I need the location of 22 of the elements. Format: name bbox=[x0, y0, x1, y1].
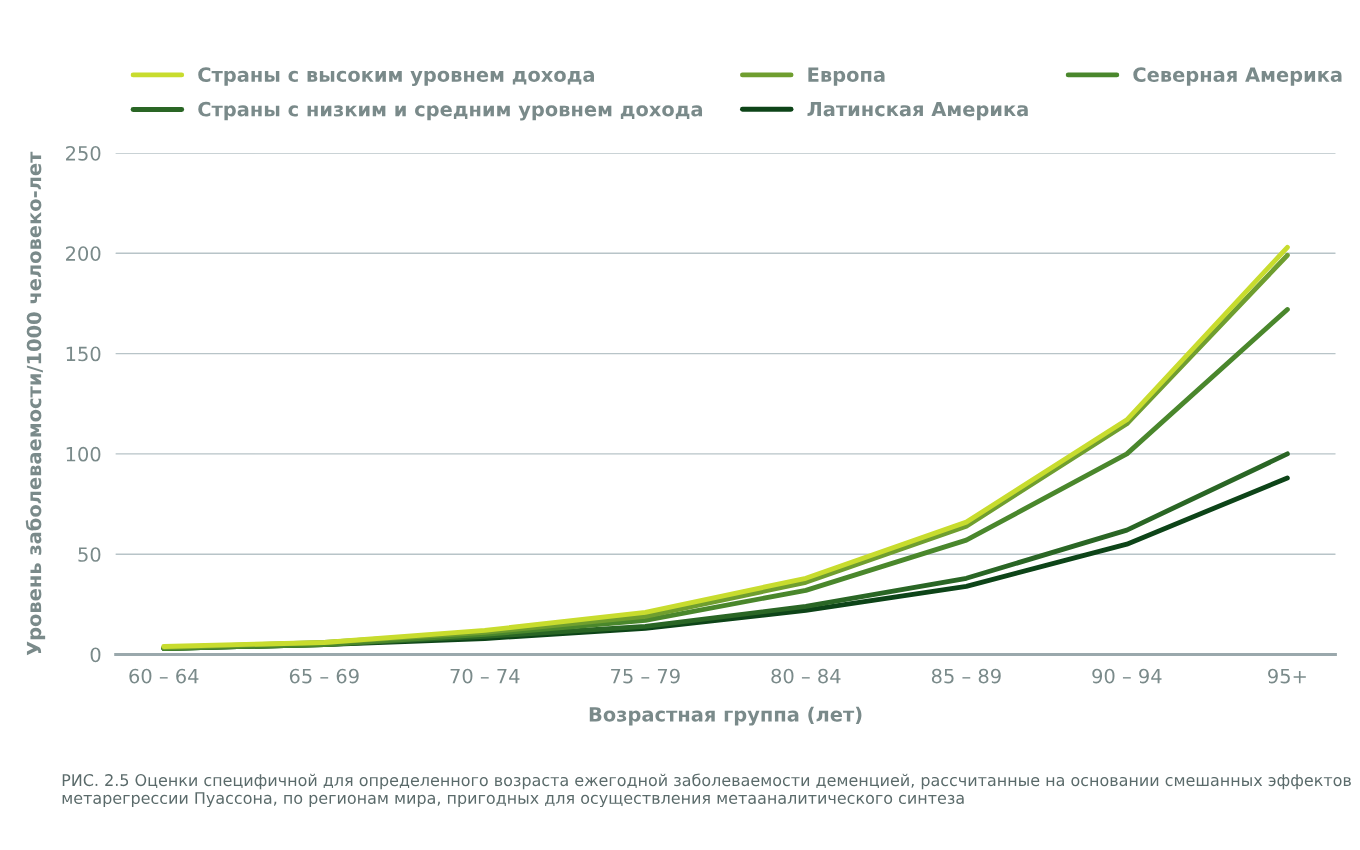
x-tick-label: 95+ bbox=[1268, 668, 1306, 684]
x-tick-label: 75 – 79 bbox=[611, 668, 680, 684]
y-tick-label: 100 bbox=[66, 446, 101, 462]
y-tick-label: 250 bbox=[66, 145, 101, 161]
x-tick-label: 85 – 89 bbox=[931, 668, 1001, 684]
y-tick-label: 50 bbox=[78, 547, 101, 562]
y-tick-label: 0 bbox=[90, 647, 101, 663]
legend-label: Северная Америка bbox=[1133, 67, 1342, 86]
legend-label: Страны с низким и средним уровнем дохода bbox=[198, 101, 703, 121]
x-axis-title: Возрастная группа (лет) bbox=[589, 706, 862, 726]
y-tick-label: 200 bbox=[66, 246, 101, 261]
x-tick-label: 65 – 69 bbox=[289, 668, 359, 684]
text: РИС. 2.5 Оценки специфичной для определенного возраста ежегодной заболеваемости деменцией, рассчитанные на основании смешанных эффектов метарегрессии Пуассона, по регионам мира, пригодных для осуществления метааналитического синтеза bbox=[62, 773, 1351, 808]
legend-label: Страны с высоким уровнем дохода bbox=[198, 67, 594, 86]
x-tick-label: 90 – 94 bbox=[1092, 668, 1162, 684]
y-axis-title: Уровень заболеваемости/1000 человеко-лет bbox=[25, 151, 46, 656]
x-tick-label: 80 – 84 bbox=[771, 668, 841, 684]
legend-label: Европа bbox=[808, 67, 885, 86]
x-tick-label: 70 – 74 bbox=[450, 668, 520, 684]
legend-label: Латинская Америка bbox=[807, 101, 1028, 121]
y-tick-label: 150 bbox=[66, 346, 101, 362]
x-tick-label: 60 – 64 bbox=[129, 668, 199, 684]
